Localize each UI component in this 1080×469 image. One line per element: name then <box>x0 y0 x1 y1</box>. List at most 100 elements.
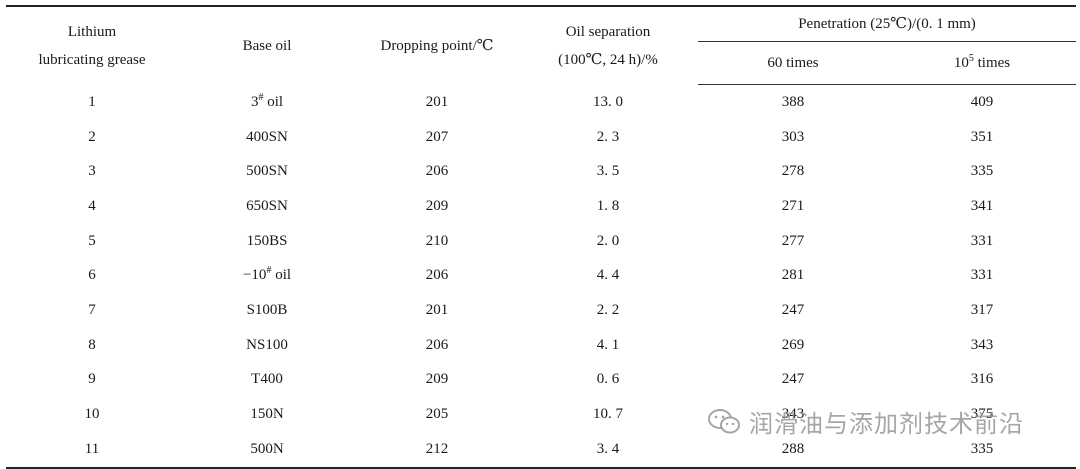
cell-base-oil: T400 <box>178 363 356 398</box>
base-oil-name: 500N <box>250 440 284 457</box>
cell-pen-60: 343 <box>781 406 805 423</box>
cell-pen-1e5: 317 <box>970 301 994 318</box>
cell-oil-separation: 10. 7 <box>593 406 623 423</box>
header-oil-separation-line2: (100℃, 24 h)/% <box>558 51 658 68</box>
base-oil-name: T400 <box>251 371 283 388</box>
cell-base-oil: −10# oil <box>178 258 356 293</box>
cell-dropping-point: 209 <box>425 197 449 214</box>
base-oil-name: 3 <box>250 93 259 110</box>
base-oil-name: 150BS <box>246 232 288 249</box>
cell-base-oil: 500N <box>178 431 356 469</box>
header-penetration-group: Penetration (25℃)/(0. 1 mm) <box>698 5 1077 42</box>
cell-pen-1e5: 335 <box>888 431 1077 469</box>
cell-oil-separation: 3. 5 <box>596 163 620 180</box>
table-row: 10 150N 205 10. 7 343 375 <box>6 397 1076 432</box>
cell-grease-no: 7 <box>88 301 96 318</box>
cell-grease-no: 11 <box>6 431 178 469</box>
cell-grease-no: 4 <box>88 197 96 214</box>
grease-properties-table: Lithium lubricating grease Base oil Drop… <box>6 5 1077 469</box>
cell-pen-1e5: 409 <box>970 93 994 110</box>
cell-pen-1e5: 351 <box>970 128 994 145</box>
cell-pen-60: 281 <box>781 267 805 284</box>
table-row: 8 NS100 206 4. 1 269 343 <box>6 328 1076 363</box>
cell-oil-separation: 4. 4 <box>596 267 620 284</box>
cell-grease-no: 5 <box>88 232 96 249</box>
cell-pen-1e5: 316 <box>970 371 994 388</box>
table-row: 7 S100B 201 2. 2 247 317 <box>6 293 1076 328</box>
cell-base-oil: 500SN <box>178 154 356 189</box>
base-oil-grade-mark: # <box>266 265 272 277</box>
cell-oil-separation: 1. 8 <box>596 197 620 214</box>
table-row: 11 500N 212 3. 4 288 335 <box>6 431 1077 469</box>
cell-grease-no: 3 <box>88 163 96 180</box>
cell-pen-60: 247 <box>781 301 805 318</box>
table-header: Lithium lubricating grease Base oil Drop… <box>6 5 1077 85</box>
base-oil-name: 650SN <box>246 197 288 214</box>
cell-base-oil: NS100 <box>178 328 356 363</box>
cell-oil-separation: 3. 4 <box>518 431 698 469</box>
cell-grease-no: 2 <box>88 128 96 145</box>
cell-pen-60: 303 <box>781 128 805 145</box>
cell-pen-60: 388 <box>781 93 805 110</box>
cell-dropping-point: 212 <box>356 431 518 469</box>
cell-grease-no: 6 <box>88 267 96 284</box>
cell-pen-1e5: 331 <box>970 267 994 284</box>
base-oil-name: −10 <box>242 267 267 284</box>
header-dropping-point: Dropping point/℃ <box>356 5 518 85</box>
table-row: 1 3# oil 201 13. 0 388 409 <box>6 85 1076 120</box>
cell-grease-no: 8 <box>88 336 96 353</box>
table-row: 6 −10# oil 206 4. 4 281 331 <box>6 258 1076 293</box>
base-oil-name: 400SN <box>246 128 288 145</box>
cell-dropping-point: 210 <box>425 232 449 249</box>
cell-oil-separation: 0. 6 <box>596 371 620 388</box>
cell-dropping-point: 206 <box>425 336 449 353</box>
cell-base-oil: 150N <box>178 397 356 432</box>
cell-base-oil: 650SN <box>178 189 356 224</box>
cell-pen-1e5: 375 <box>970 406 994 423</box>
cell-dropping-point: 206 <box>425 163 449 180</box>
cell-pen-60: 288 <box>698 431 888 469</box>
cell-oil-separation: 2. 2 <box>596 301 620 318</box>
cell-pen-60: 271 <box>781 197 805 214</box>
base-oil-suffix: oil <box>271 267 292 284</box>
header-oil-separation: Oil separation (100℃, 24 h)/% <box>518 5 698 85</box>
cell-pen-1e5: 331 <box>970 232 994 249</box>
cell-oil-separation: 4. 1 <box>596 336 620 353</box>
cell-dropping-point: 206 <box>425 267 449 284</box>
cell-dropping-point: 209 <box>425 371 449 388</box>
cell-pen-1e5: 335 <box>970 163 994 180</box>
cell-grease-no: 10 <box>84 406 100 423</box>
cell-base-oil: 3# oil <box>178 85 356 120</box>
cell-base-oil: 400SN <box>178 120 356 155</box>
base-oil-name: 150N <box>250 406 284 423</box>
cell-pen-1e5: 343 <box>970 336 994 353</box>
header-pen-1e5: 105 times <box>888 41 1077 85</box>
base-oil-name: NS100 <box>246 336 288 353</box>
data-table-container: Lithium lubricating grease Base oil Drop… <box>6 5 1077 469</box>
table-row: 5 150BS 210 2. 0 277 331 <box>6 224 1076 259</box>
base-oil-name: 500SN <box>246 163 288 180</box>
base-oil-name: S100B <box>246 301 288 318</box>
table-row: 3 500SN 206 3. 5 278 335 <box>6 154 1076 189</box>
cell-dropping-point: 201 <box>425 93 449 110</box>
table-row: 2 400SN 207 2. 3 303 351 <box>6 120 1076 155</box>
base-oil-suffix: oil <box>263 93 284 110</box>
cell-oil-separation: 2. 0 <box>596 232 620 249</box>
cell-pen-60: 247 <box>781 371 805 388</box>
table-row: 9 T400 209 0. 6 247 316 <box>6 363 1076 398</box>
header-grease: Lithium lubricating grease <box>6 5 178 85</box>
table-row: 4 650SN 209 1. 8 271 341 <box>6 189 1076 224</box>
cell-dropping-point: 201 <box>425 301 449 318</box>
base-oil-grade-mark: # <box>258 91 264 103</box>
cell-pen-60: 277 <box>781 232 805 249</box>
cell-dropping-point: 207 <box>425 128 449 145</box>
cell-pen-1e5: 341 <box>970 197 994 214</box>
cell-pen-60: 278 <box>781 163 805 180</box>
cell-grease-no: 1 <box>88 93 96 110</box>
cell-pen-60: 269 <box>781 336 805 353</box>
cell-oil-separation: 13. 0 <box>593 93 623 110</box>
header-oil-separation-line1: Oil separation <box>565 23 651 40</box>
cell-dropping-point: 205 <box>425 406 449 423</box>
cell-base-oil: 150BS <box>178 224 356 259</box>
cell-base-oil: S100B <box>178 293 356 328</box>
